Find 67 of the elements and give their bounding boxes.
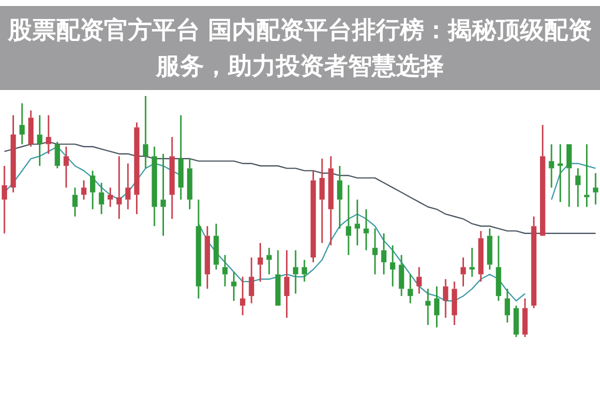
candlestick: [442, 278, 448, 318]
candlestick: [152, 146, 158, 227]
candlestick: [284, 249, 290, 318]
candlestick: [266, 247, 272, 276]
candlestick: [434, 286, 440, 328]
candlestick: [72, 186, 78, 218]
candlestick: [416, 266, 422, 294]
candlestick: [54, 141, 60, 170]
candlestick: [258, 242, 263, 282]
candlestick: [566, 144, 572, 208]
candlestick: [531, 216, 536, 309]
candlestick: [398, 254, 404, 297]
candlestick: [522, 298, 528, 338]
candlestick: [310, 170, 316, 264]
candlestick: [116, 156, 122, 220]
candlestick: [514, 304, 519, 338]
candlestick: [504, 288, 510, 324]
candlestick: [354, 198, 360, 246]
candlestick: [346, 184, 352, 256]
candlestick: [372, 228, 378, 276]
candlestick: [487, 228, 492, 270]
candlestick: [90, 170, 96, 210]
candlestick: [240, 276, 246, 316]
candlestick: [478, 230, 484, 282]
candlestick: [231, 271, 236, 302]
candlestick: [142, 95, 148, 170]
candlestick: [275, 249, 281, 306]
candlestick: [292, 249, 298, 294]
candlestick: [540, 124, 546, 236]
candlestick: [452, 280, 458, 326]
candlestick: [592, 172, 598, 206]
candlestick: [204, 225, 210, 290]
chart-title: 股票配资官方平台 国内配资平台排行榜：揭秘顶级配资服务，助力投资者智慧选择: [6, 15, 594, 82]
candlestick: [81, 180, 86, 200]
candlestick: [178, 114, 184, 200]
candlestick: [575, 168, 581, 208]
candlestick: [196, 198, 202, 300]
candlestick: [98, 182, 104, 215]
candlestick: [64, 146, 69, 188]
candlestick: [302, 259, 308, 282]
candlestick: [108, 186, 113, 208]
candlestick: [19, 102, 25, 145]
candlestick: [37, 114, 42, 167]
candlestick: [10, 114, 16, 194]
candlestick: [548, 143, 554, 188]
candlestick: [28, 110, 34, 148]
candlestick: [319, 158, 325, 244]
candlestick: [408, 274, 413, 304]
candlestick: [381, 232, 386, 276]
candlestick: [187, 158, 192, 210]
candlestick: [160, 153, 166, 237]
candlestick: [46, 114, 52, 155]
candlestick: [2, 165, 8, 234]
candlestick: [134, 122, 140, 215]
candlestick: [558, 143, 563, 203]
candlestick: [364, 208, 369, 251]
candlestick: [337, 165, 342, 230]
candlestick: [390, 244, 396, 288]
candlestick: [222, 254, 228, 288]
candlestick: [169, 136, 175, 220]
candlestick: [328, 156, 334, 246]
candlestick: [460, 256, 466, 288]
candlestick: [496, 235, 502, 302]
candlestick: [214, 222, 219, 270]
candlestick: [248, 256, 254, 304]
candlestick: [125, 162, 131, 210]
candlestick: [469, 247, 475, 278]
